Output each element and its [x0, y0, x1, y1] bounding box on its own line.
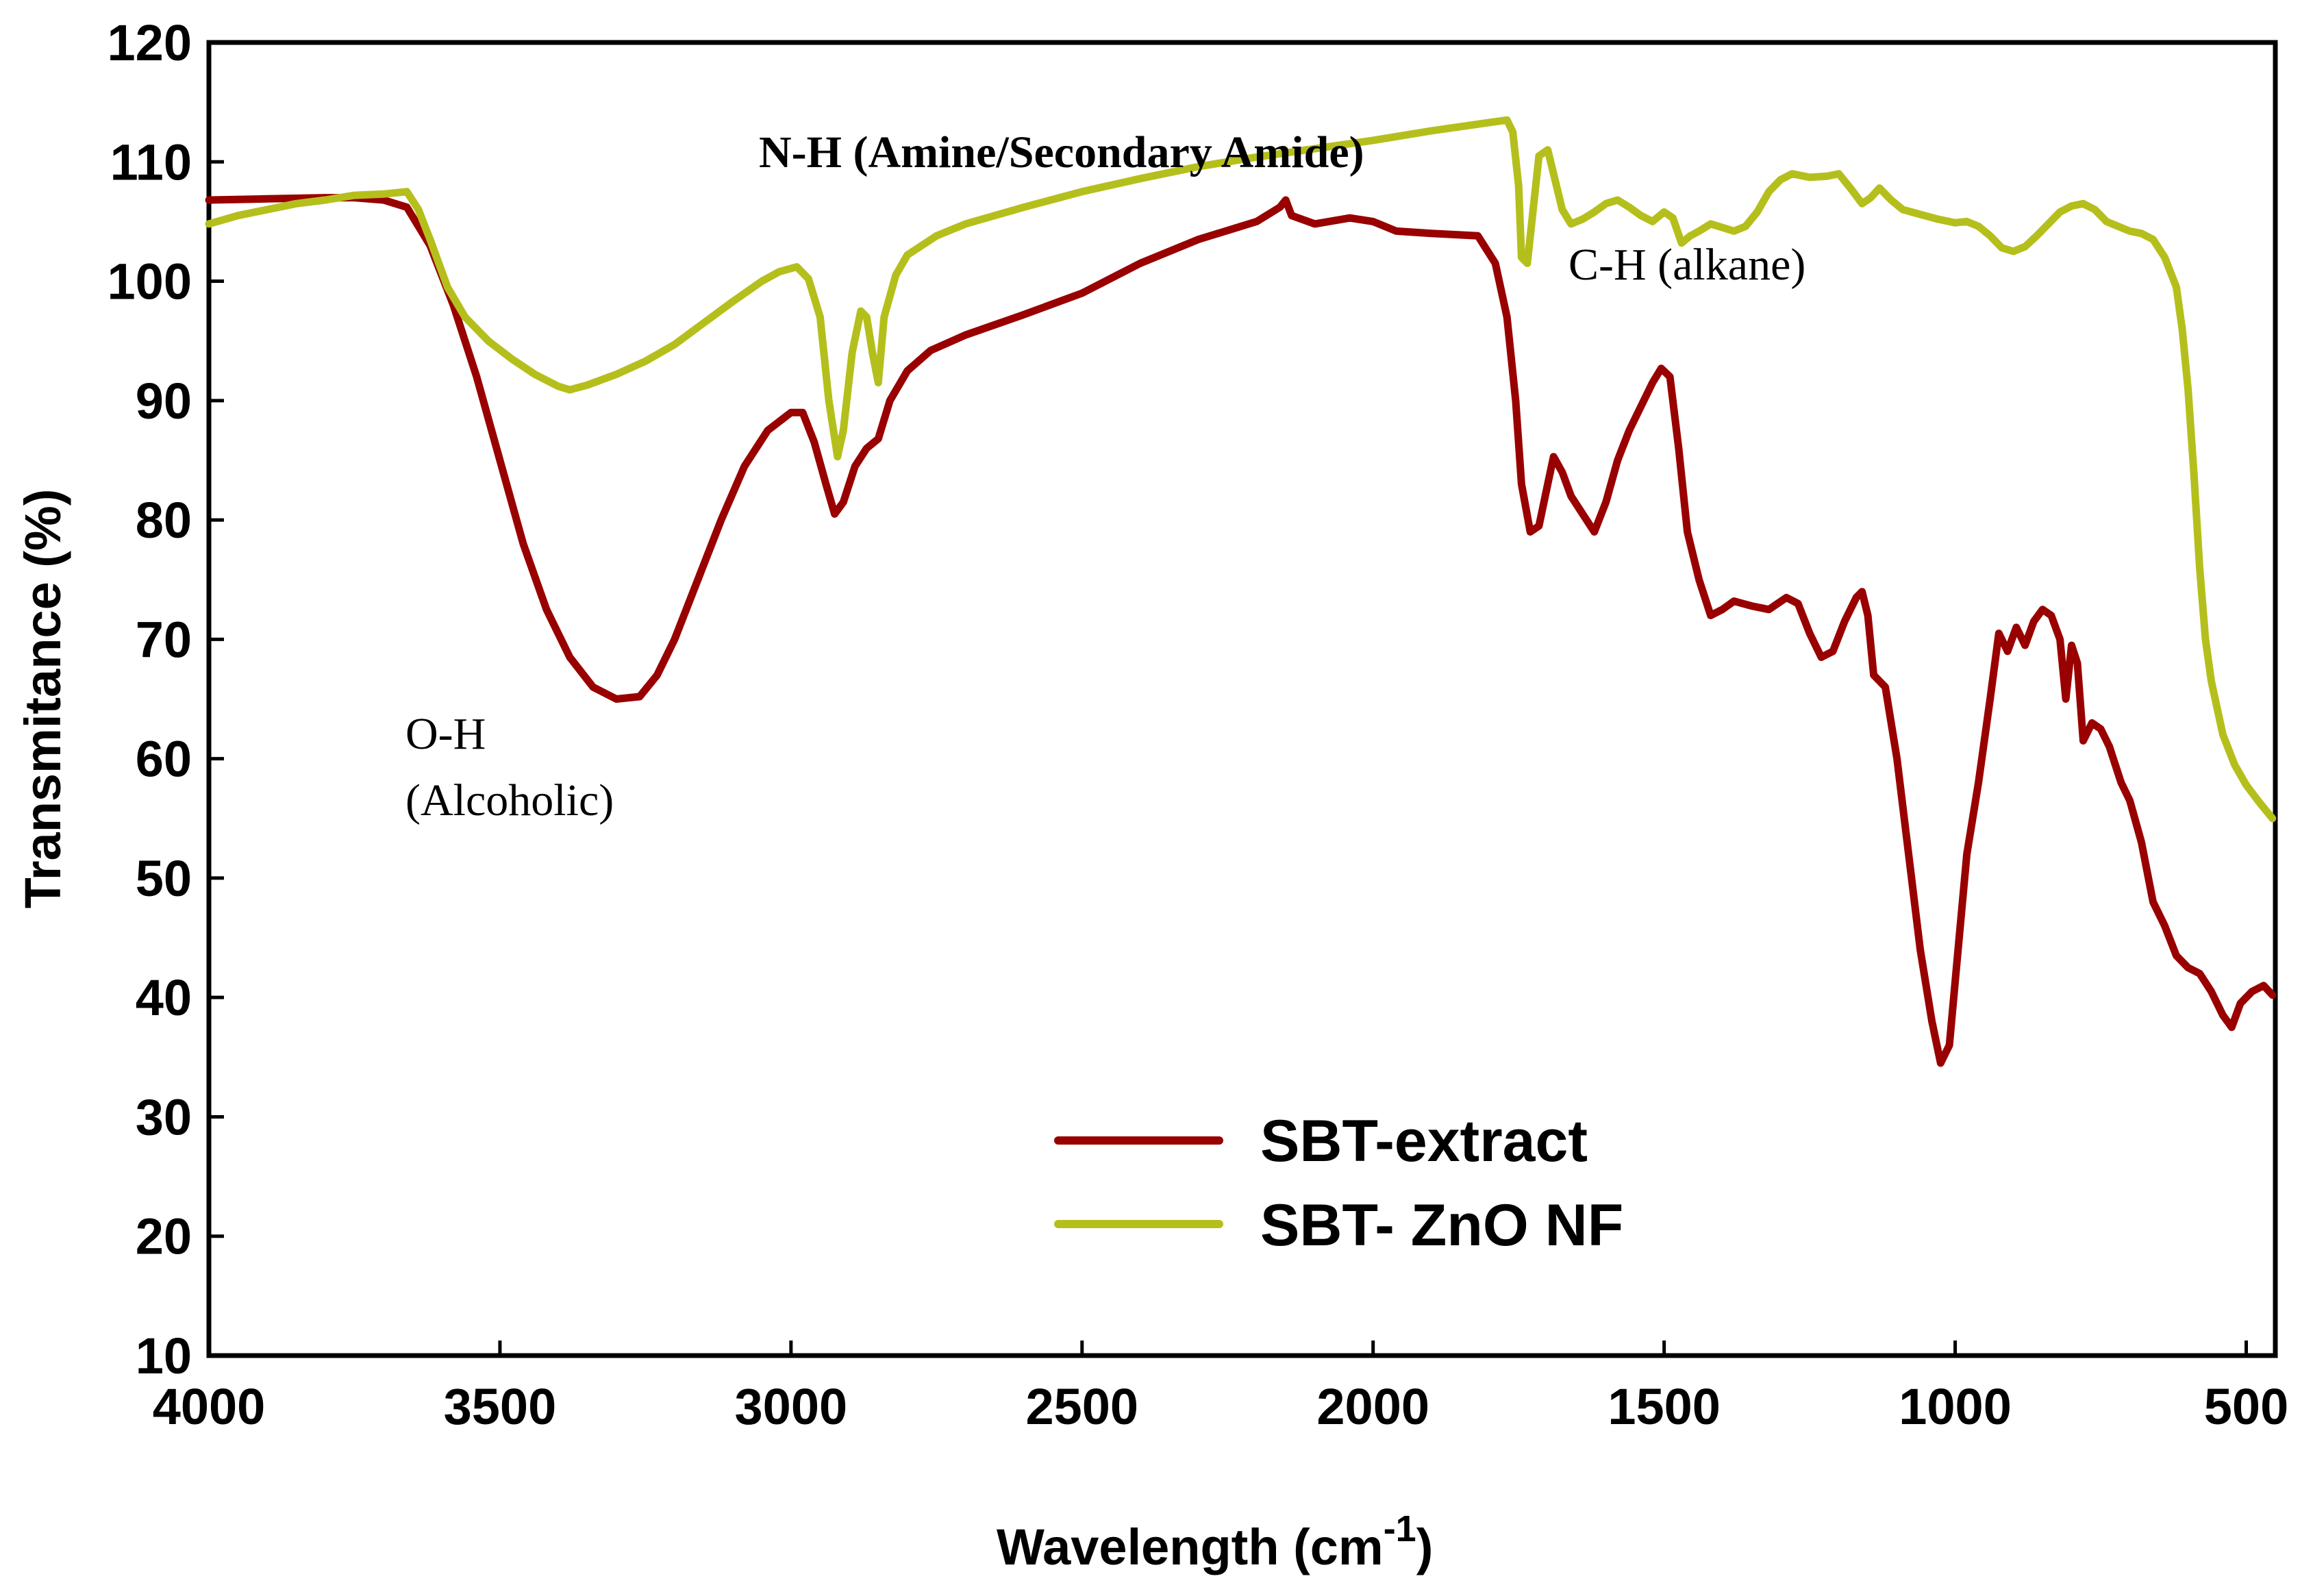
- y-tick-label: 30: [136, 1088, 192, 1145]
- annotation-ch: C-H (alkane): [1568, 240, 1805, 290]
- x-tick-label: 4000: [153, 1378, 266, 1435]
- series-line-sbt-zno-nf: [205, 116, 2277, 823]
- series-lines: [205, 116, 2277, 1067]
- series-line-sbt-extract: [205, 194, 2277, 1067]
- x-tick-label: 1000: [1899, 1378, 2012, 1435]
- legend-label-sbt-extract: SBT-extract: [1260, 1108, 1588, 1174]
- y-tick-label: 120: [108, 14, 192, 71]
- y-tick-label: 100: [108, 253, 192, 310]
- x-tick-label: 500: [2204, 1378, 2288, 1435]
- x-tick-label: 2500: [1025, 1378, 1138, 1435]
- y-tick-label: 10: [136, 1327, 192, 1384]
- x-tick-label: 3000: [735, 1378, 848, 1435]
- y-tick-label: 70: [136, 611, 192, 668]
- annotation-oh-line1: O-H: [405, 709, 486, 759]
- y-tick-label: 80: [136, 492, 192, 549]
- y-axis-title: Transmitance (%): [14, 489, 71, 909]
- y-tick-label: 60: [136, 731, 192, 788]
- annotation-nh: N-H (Amine/Secondary Amide): [759, 127, 1364, 177]
- x-axis-ticks: 4000 3500 3000 2500 2000 1500 1000 500: [153, 1341, 2288, 1435]
- x-tick-label: 1500: [1608, 1378, 1721, 1435]
- y-axis-ticks: 10 20 30 40 50 60 70 80 90 100 110 120: [108, 14, 224, 1384]
- x-axis-title: Wavelength (cm-1): [997, 1508, 1433, 1575]
- annotation-oh-line2: (Alcoholic): [405, 775, 614, 825]
- legend: SBT-extract SBT- ZnO NF: [1054, 1108, 1623, 1258]
- legend-label-sbt-zno-nf: SBT- ZnO NF: [1260, 1193, 1623, 1258]
- x-tick-label: 3500: [444, 1378, 557, 1435]
- y-tick-label: 110: [110, 134, 192, 190]
- y-tick-label: 50: [136, 850, 192, 907]
- x-tick-label: 2000: [1316, 1378, 1429, 1435]
- y-tick-label: 40: [136, 969, 192, 1026]
- y-tick-label: 20: [136, 1208, 192, 1265]
- plot-area: [206, 40, 2278, 1358]
- y-tick-label: 90: [136, 373, 192, 429]
